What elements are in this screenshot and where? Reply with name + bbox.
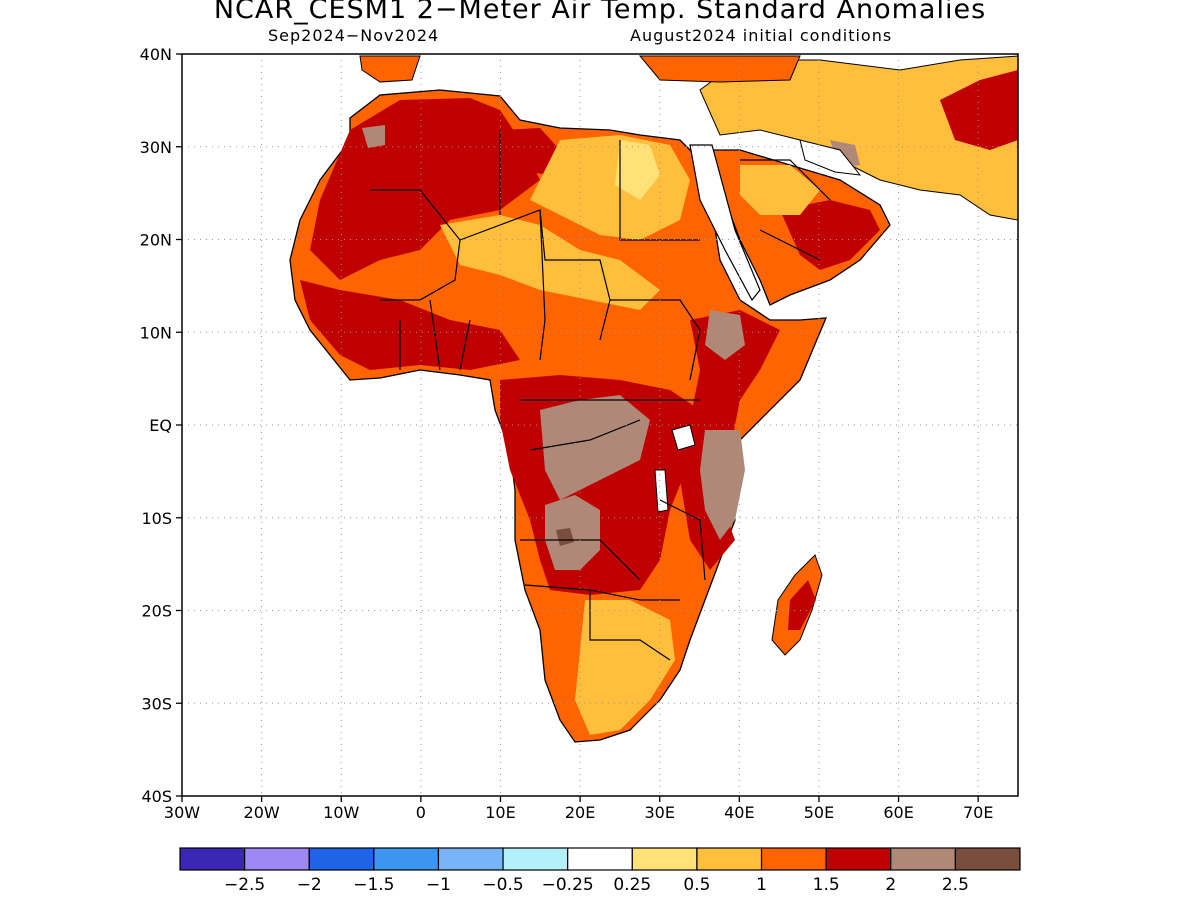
lon-label: 10E xyxy=(485,803,515,822)
red-sea xyxy=(689,144,761,302)
legend-swatch xyxy=(502,847,569,871)
angola-peak-anomaly xyxy=(545,495,600,570)
lon-label: 0 xyxy=(416,803,426,822)
legend-label: 1 xyxy=(756,875,767,895)
iran-anomaly xyxy=(940,70,1018,150)
chart-title: NCAR_CESM1 2−Meter Air Temp. Standard An… xyxy=(213,0,987,25)
color-legend: −2.5 −2 −1.5 −1 −0.5 −0.25 0.25 0.5 1 1.5 2 2.5 xyxy=(179,847,1021,895)
legend-label: −1.5 xyxy=(353,875,394,895)
country-borders xyxy=(370,130,831,661)
legend-label: 2.5 xyxy=(942,875,969,895)
legend-swatch xyxy=(244,847,310,871)
legend-swatch xyxy=(373,847,440,871)
legend-label: 1.5 xyxy=(813,875,840,895)
legend-swatch xyxy=(179,847,246,871)
sahel-light xyxy=(440,215,660,310)
middle-east-land xyxy=(699,55,1018,221)
legend-label: −0.25 xyxy=(542,875,594,895)
legend-swatch xyxy=(567,847,633,871)
lon-label: 30E xyxy=(644,803,674,822)
legend-swatch xyxy=(631,847,698,871)
lon-label: 20W xyxy=(244,803,280,822)
lon-label: 50E xyxy=(804,803,834,822)
lon-label: 60E xyxy=(883,803,913,822)
lon-label: 20E xyxy=(565,803,595,822)
lat-label: 40S xyxy=(141,787,172,806)
legend-label: −1 xyxy=(426,875,451,895)
legend-swatch xyxy=(696,847,763,871)
legend-swatch xyxy=(760,847,827,871)
lon-label: 70E xyxy=(963,803,993,822)
east-med-land xyxy=(638,55,801,83)
legend-label: −2.5 xyxy=(224,875,265,895)
lat-label: 40N xyxy=(140,45,172,64)
southern-africa-light xyxy=(575,600,675,735)
egypt-anomaly xyxy=(500,128,560,175)
lat-label: 30S xyxy=(141,694,172,713)
lon-label: 40E xyxy=(724,803,754,822)
legend-label: 0.25 xyxy=(613,875,651,895)
iberia-land xyxy=(359,55,421,83)
lat-label: 20N xyxy=(140,231,172,250)
lat-label: EQ xyxy=(149,416,172,435)
initial-conditions: August2024 initial conditions xyxy=(630,26,893,45)
legend-label: −2 xyxy=(297,875,322,895)
persian-gulf xyxy=(799,139,862,176)
lon-label: 30W xyxy=(164,803,200,822)
lat-label: 10N xyxy=(140,323,172,342)
ethiopia-peak-anomaly xyxy=(705,310,745,360)
legend-swatch xyxy=(308,847,375,871)
arabia-light xyxy=(740,165,820,215)
lat-label: 20S xyxy=(141,602,172,621)
forecast-period: Sep2024−Nov2024 xyxy=(268,26,440,45)
lat-label: 10S xyxy=(141,509,172,528)
congo-peak-anomaly xyxy=(540,395,650,500)
legend-label: 0.5 xyxy=(683,875,710,895)
legend-swatch xyxy=(825,847,892,871)
yellow-patch xyxy=(615,140,660,200)
legend-label: 2 xyxy=(885,875,896,895)
legend-swatch xyxy=(890,847,956,871)
tanzania-peak-anomaly xyxy=(700,430,745,540)
gridlines xyxy=(182,54,1018,796)
sahara-peak-anomaly xyxy=(362,125,385,148)
lake-tanganyika xyxy=(654,469,669,513)
legend-swatch xyxy=(954,847,1021,871)
madagascar-anomaly xyxy=(788,580,816,630)
legend-swatch xyxy=(437,847,504,871)
angola-max-anomaly xyxy=(556,528,574,546)
lon-label: 10W xyxy=(323,803,359,822)
lat-label: 30N xyxy=(140,138,172,157)
legend-label: −0.5 xyxy=(482,875,523,895)
lake-victoria xyxy=(671,424,696,451)
